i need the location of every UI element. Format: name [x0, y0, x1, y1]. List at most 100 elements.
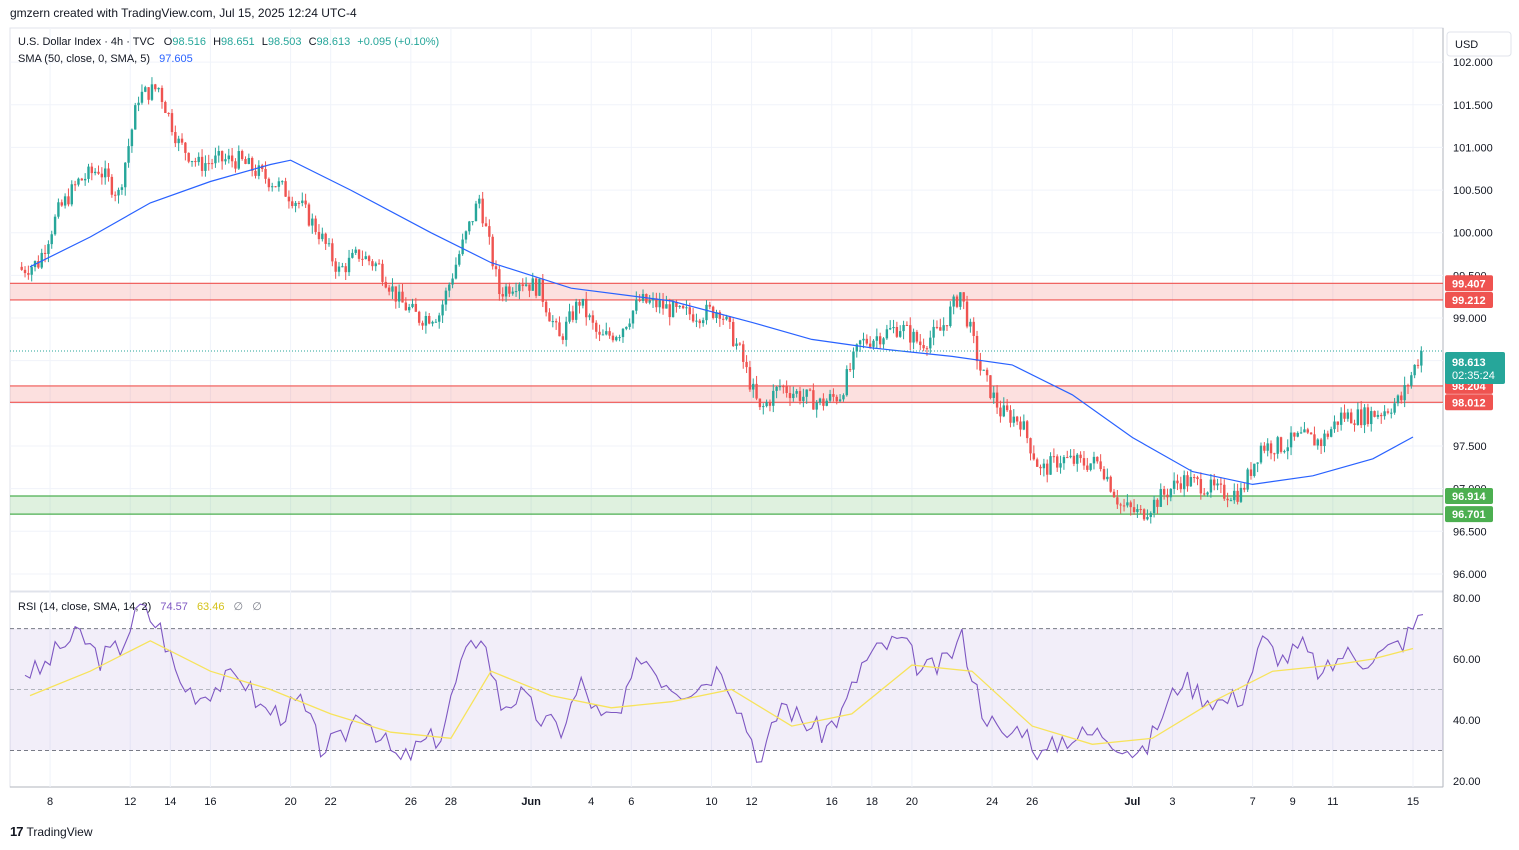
candle-body — [50, 234, 53, 245]
candle-body — [1029, 438, 1032, 454]
candle-body — [1373, 411, 1376, 417]
candle-body — [267, 178, 271, 188]
candle-body — [227, 155, 230, 160]
time-tick-label: 11 — [1327, 796, 1338, 808]
candle-body — [271, 186, 274, 188]
candle-body — [498, 269, 501, 295]
candle-body — [1196, 477, 1199, 480]
candle-body — [341, 266, 344, 268]
candle-body — [818, 398, 822, 403]
candle-body — [959, 292, 962, 307]
candle-body — [474, 203, 478, 222]
candle-body — [180, 138, 184, 143]
candle-body — [788, 393, 792, 399]
candle-body — [1129, 502, 1132, 508]
candle-body — [511, 291, 514, 294]
candle-body — [1283, 451, 1286, 453]
candle-body — [1313, 434, 1316, 446]
candle-body — [1166, 494, 1169, 498]
candle-body — [337, 266, 341, 272]
zone-price-label: 98.012 — [1452, 397, 1486, 409]
candle-body — [1406, 385, 1410, 387]
brand-label: TradingView — [26, 824, 93, 839]
candle-body — [962, 292, 965, 302]
zone-price-badge — [1445, 506, 1493, 523]
price-tick-label: 96.500 — [1453, 526, 1487, 538]
price-tick-label: 100.000 — [1453, 228, 1493, 240]
candle-body — [428, 315, 431, 324]
time-tick-label: 4 — [588, 796, 594, 808]
candle-body — [1102, 469, 1106, 480]
price-tick-label: 101.000 — [1453, 142, 1493, 154]
candle-body — [915, 331, 919, 342]
candle-body — [277, 181, 281, 187]
candle-body — [1046, 463, 1049, 475]
zone-price-badge — [1445, 275, 1493, 292]
rsi-axis[interactable]: 80.00 60.00 40.00 20.00 — [1453, 593, 1481, 788]
candle-body — [1323, 433, 1326, 447]
candle-body — [668, 304, 671, 318]
candle-body — [264, 168, 267, 179]
legend-rsi-extra-1: ∅ — [234, 601, 244, 613]
candle-body — [220, 151, 224, 162]
candle-body — [1416, 364, 1420, 366]
candle-body — [257, 165, 261, 176]
candle-body — [905, 324, 909, 326]
candle-body — [364, 256, 367, 260]
candle-body — [574, 301, 578, 320]
candle-body — [1049, 456, 1052, 475]
candle-body — [1363, 407, 1366, 426]
candle-body — [531, 278, 534, 291]
currency-button[interactable] — [1446, 31, 1512, 57]
candle-body — [528, 284, 531, 291]
candle-body — [374, 263, 377, 267]
candle-body — [1152, 499, 1156, 514]
footer-brand[interactable]: 17 TradingView — [10, 824, 93, 839]
candle-body — [1112, 491, 1116, 498]
candle-body — [327, 243, 331, 245]
candle-body — [1066, 457, 1069, 459]
legend-o-value: 98.516 — [172, 36, 206, 48]
candle-body — [561, 336, 565, 340]
candle-body — [1119, 504, 1122, 506]
candle-body — [1303, 429, 1306, 433]
zone-price-label: 96.701 — [1452, 509, 1486, 521]
legend-h-label: H — [213, 36, 221, 48]
candle-body — [324, 233, 327, 244]
candle-body — [401, 291, 404, 303]
candle-body — [1022, 421, 1026, 430]
candle-body — [1239, 487, 1243, 502]
legend-h-value: 98.651 — [221, 36, 255, 48]
candle-body — [721, 318, 725, 320]
candle-body — [1249, 469, 1253, 476]
candle-body — [651, 298, 655, 301]
candle-body — [838, 399, 842, 402]
candle-body — [638, 299, 641, 301]
candle-body — [635, 299, 638, 311]
candle-body — [451, 278, 454, 285]
candle-body — [745, 361, 748, 368]
candle-body — [1329, 429, 1333, 437]
candle-body — [1259, 445, 1263, 463]
candle-body — [608, 331, 611, 336]
price-tick-label: 102.000 — [1453, 57, 1493, 69]
candle-body — [715, 312, 718, 318]
candle-body — [384, 281, 387, 288]
candle-body — [53, 216, 57, 235]
candle-body — [1286, 447, 1289, 452]
candle-body — [548, 312, 551, 322]
candle-body — [247, 157, 251, 164]
legend-rsi-label: RSI (14, close, SMA, 14, 2) — [18, 601, 151, 613]
candle-body — [397, 291, 401, 302]
time-tick-label: 22 — [325, 796, 337, 808]
time-axis[interactable]: 8 12 14 16 20 22 26 28 Jun 4 6 10 12 16 18 20 24 26 Jul 3 7 9… — [47, 796, 1419, 808]
candle-body — [995, 392, 999, 408]
candle-body — [1192, 477, 1196, 479]
candle-body — [113, 194, 117, 196]
candle-body — [1226, 498, 1229, 501]
candle-body — [748, 367, 752, 390]
candle-body — [514, 291, 518, 293]
candle-body — [30, 267, 33, 275]
candle-body — [508, 286, 511, 294]
